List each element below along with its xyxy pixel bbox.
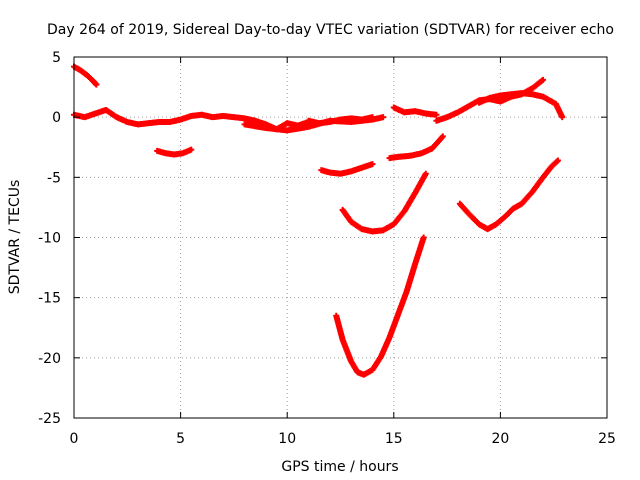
data-point — [559, 114, 566, 121]
series-arc-3 — [154, 146, 195, 158]
y-tick-label: 5 — [52, 50, 61, 66]
y-tick-label: -10 — [38, 231, 61, 247]
data-point — [422, 170, 429, 177]
series-arc-6 — [318, 161, 376, 177]
data-point — [554, 157, 561, 164]
x-tick-label: 15 — [385, 431, 403, 447]
series-arc-5 — [305, 114, 376, 127]
x-tick-label: 5 — [176, 431, 185, 447]
series-arc-1 — [71, 63, 100, 88]
data-point — [433, 111, 440, 118]
y-tick-label: -5 — [47, 170, 61, 186]
x-tick-label: 25 — [598, 431, 616, 447]
x-tick-label: 10 — [278, 431, 296, 447]
data-point — [420, 234, 427, 241]
data-point — [380, 114, 387, 121]
data-point — [540, 76, 547, 83]
data-point — [439, 133, 446, 140]
chart-title: Day 264 of 2019, Sidereal Day-to-day VTE… — [47, 22, 614, 38]
plot-frame — [73, 56, 608, 419]
data-point — [369, 161, 376, 168]
y-tick-label: 0 — [52, 110, 61, 126]
series-arc-11 — [456, 157, 561, 233]
data-point — [369, 114, 376, 121]
plot-area — [71, 63, 566, 378]
series-arc-2 — [71, 106, 312, 133]
x-tick-label: 20 — [491, 431, 509, 447]
y-tick-label: -20 — [38, 351, 61, 367]
x-axis-label: GPS time / hours — [281, 459, 398, 475]
series-arc-8 — [390, 104, 440, 118]
x-tick-label: 0 — [70, 431, 79, 447]
grid — [74, 57, 607, 418]
data-point — [93, 81, 100, 88]
y-tick-label: -25 — [38, 411, 61, 427]
y-tick-label: -15 — [38, 291, 61, 307]
axes: 0 5 10 15 20 25 -25 -20 -15 -10 -5 0 5 — [38, 50, 616, 447]
data-point — [188, 146, 195, 153]
series-arc-9 — [339, 170, 429, 235]
series-arc-13 — [476, 90, 566, 121]
series-arc-7 — [386, 133, 446, 162]
series-arc-10 — [333, 234, 427, 378]
y-axis-label: SDTVAR / TECUs — [7, 180, 23, 295]
